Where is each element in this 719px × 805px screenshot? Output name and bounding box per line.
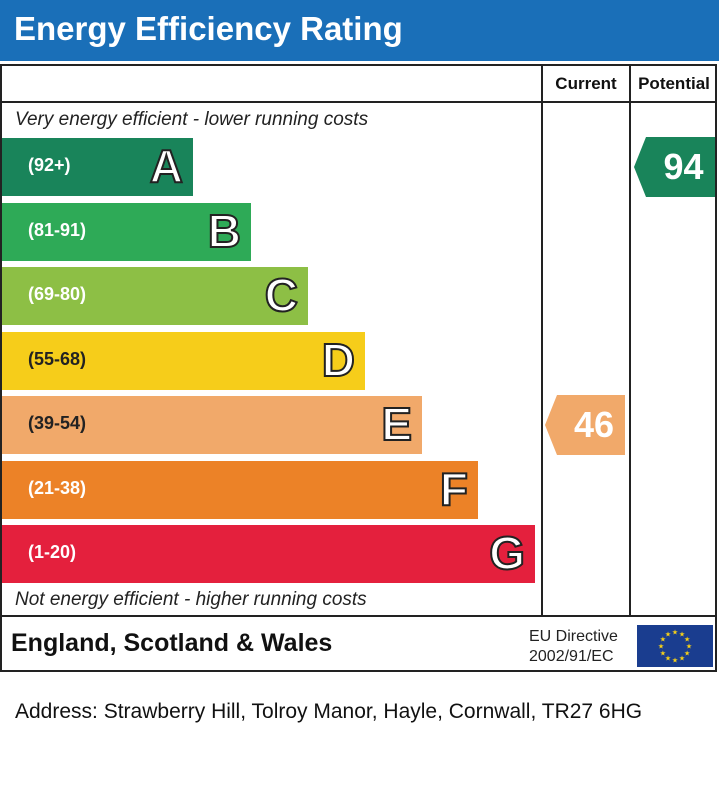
rating-band-b: (81-91) B [2,202,251,261]
title-bar: Energy Efficiency Rating [0,0,719,61]
rating-band-d: (55-68) D [2,331,365,390]
potential-rating-value: 94 [663,146,704,187]
potential-column-divider [629,64,631,617]
band-letter-label: C [264,268,299,322]
rating-band-e: (39-54) E [2,396,422,454]
rating-band-c: (69-80) C [2,267,308,325]
band-letter-label: B [207,204,242,258]
country-label: England, Scotland & Wales [11,629,333,657]
top-caption: Very energy efficient - lower running co… [15,109,369,130]
band-range-label: (55-68) [28,348,87,369]
eu-star-icon: ★ [658,643,664,651]
current-column-header: Current [555,74,617,93]
chart-title: Energy Efficiency Rating [14,10,403,47]
band-letter-label: D [321,333,356,387]
band-letter-label: G [488,526,526,580]
band-range-label: (39-54) [28,413,87,433]
eu-star-icon: ★ [672,657,678,665]
band-range-label: (92+) [28,155,71,175]
eu-star-icon: ★ [672,629,678,637]
footer-row-divider [0,615,717,617]
eu-star-icon: ★ [660,650,666,658]
rating-band-a: (92+) A [2,138,193,196]
eu-star-icon: ★ [665,630,671,638]
current-rating-marker: 46 [545,395,625,455]
potential-rating-marker: 94 [634,137,715,197]
property-address: Address: Strawberry Hill, Tolroy Manor, … [15,700,643,723]
eu-star-icon: ★ [686,643,692,651]
band-range-label: (69-80) [28,284,87,304]
current-rating-value: 46 [573,404,615,445]
rating-band-f: (21-38) F [2,460,478,519]
eu-star-icon: ★ [660,636,666,644]
current-marker-arrow [545,395,625,455]
band-letter-label: A [149,139,184,193]
eu-star-icon: ★ [684,636,690,644]
eu-star-icon: ★ [684,650,690,658]
rating-band-g: (1-20) G [2,525,535,583]
current-column-divider [541,64,543,617]
eu-star-icon: ★ [679,655,685,663]
band-letter-label: F [439,462,469,516]
band-range-label: (21-38) [28,477,87,498]
potential-marker-arrow [634,137,715,197]
potential-column-header: Potential [638,74,710,93]
eu-flag-icon: ★ ★★★★★★★★★★★ [637,625,713,667]
band-range-label: (81-91) [28,219,87,240]
eu-star-icon: ★ [679,630,685,638]
eu-star-icon: ★ [665,655,671,663]
eu-directive: EU Directive 2002/91/EC [529,627,618,667]
eu-directive-line1: EU Directive [529,628,618,645]
bottom-caption: Not energy efficient - higher running co… [15,589,367,610]
eu-directive-line2: 2002/91/EC [529,648,614,665]
header-row-divider [0,101,717,103]
band-range-label: (1-20) [28,542,77,562]
rating-table [0,64,717,672]
band-letter-label: E [380,397,413,451]
